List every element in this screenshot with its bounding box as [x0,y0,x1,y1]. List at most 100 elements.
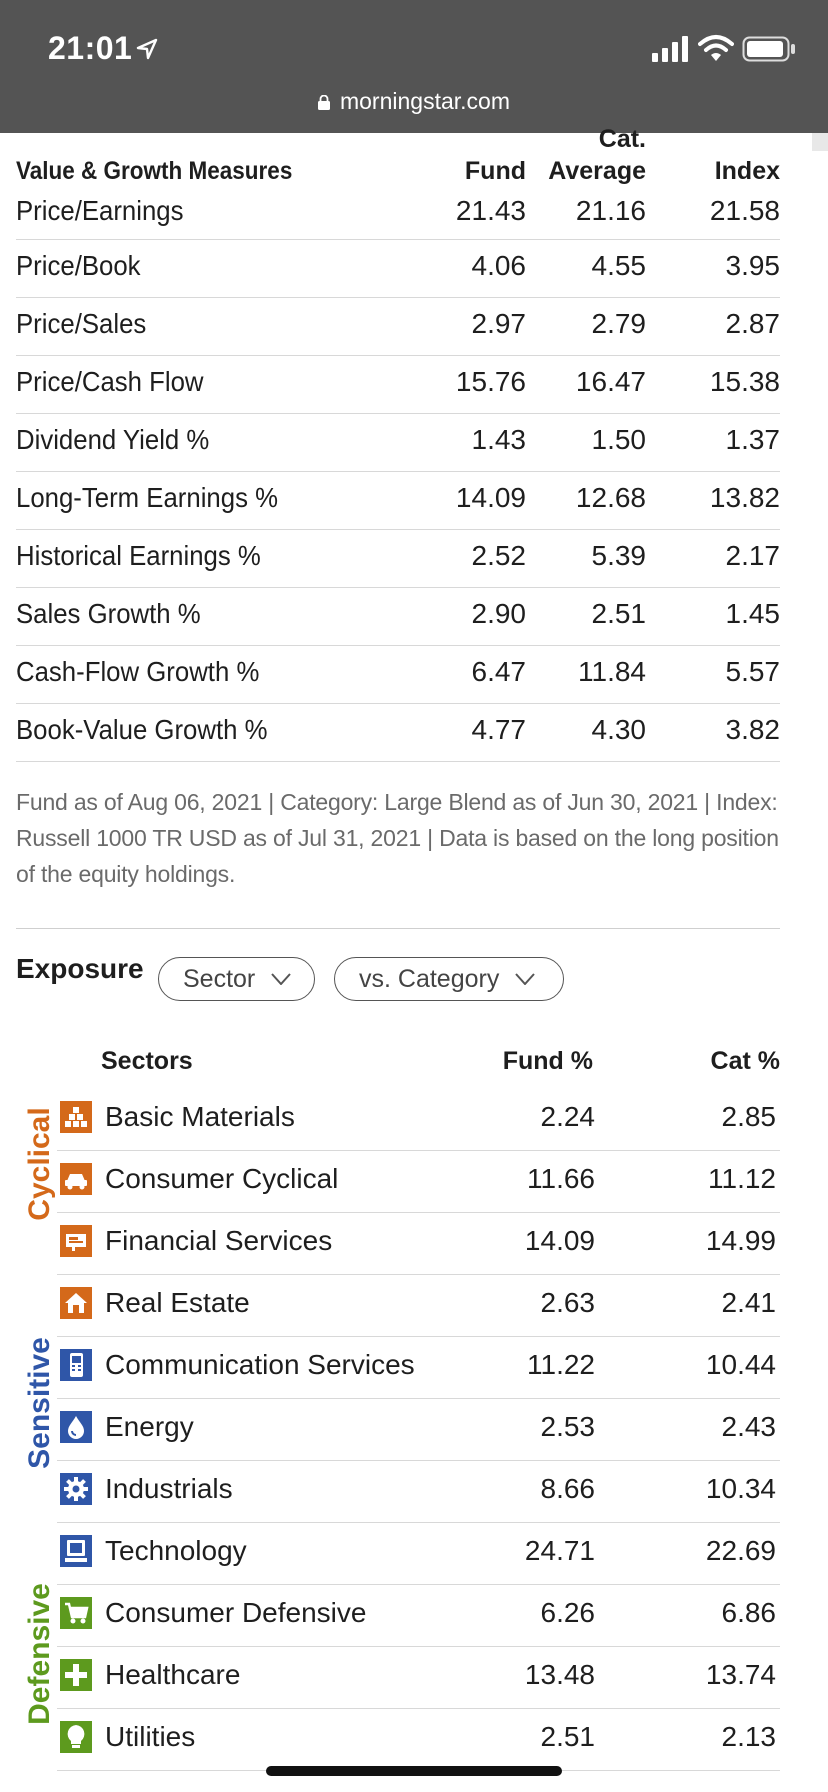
fund-pct-value: 6.26 [540,1597,596,1628]
fund-value: 6.47 [471,656,527,687]
fund-value: 2.97 [471,308,527,339]
location-arrow-icon [136,38,158,60]
table-row: Price/Book 4.06 4.55 3.95 [16,240,780,298]
fund-value: 2.52 [471,540,527,571]
url-text: morningstar.com [339,88,510,114]
fund-value: 14.09 [455,482,526,513]
battery-icon [742,36,795,62]
table-row: Historical Earnings % 2.52 5.39 2.17 [16,530,780,588]
fund-value: 1.43 [471,424,527,455]
sector-label: Basic Materials [105,1101,295,1132]
real-estate-icon [60,1287,92,1319]
sector-label: Communication Services [105,1349,415,1380]
column-index: Index [714,157,780,185]
sectors-table: Basic Materials 2.24 2.85 Consumer Cyclical… [57,1089,780,1771]
exposure-title: Exposure [16,953,144,984]
exposure-header: Exposure Sector vs. Category [16,943,780,1015]
sector-label: Financial Services [105,1225,333,1256]
cellular-signal-icon [652,36,688,62]
cat-pct-value: 10.34 [705,1473,776,1504]
sector-label: Utilities [105,1721,196,1752]
category-value: 4.55 [591,250,647,281]
fund-pct-value: 8.66 [540,1473,596,1504]
section-divider [16,928,780,929]
table-row: Industrials 8.66 10.34 [57,1461,780,1523]
consumer-cyclical-icon [60,1163,92,1195]
status-bar: 21:01 morningstar.com [0,0,828,133]
wifi-icon [698,35,734,61]
index-value: 15.38 [709,366,780,397]
category-value: 4.30 [591,714,647,745]
chevron-down-icon [515,973,536,985]
category-value: 11.84 [578,656,646,687]
sector-dropdown-label: Sector [183,964,256,993]
row-label: Book-Value Growth % [16,714,268,745]
healthcare-icon [60,1659,92,1691]
sector-label: Energy [105,1411,194,1442]
category-value: 5.39 [591,540,647,571]
fund-pct-value: 2.24 [540,1101,596,1132]
index-value: 1.45 [725,598,781,629]
category-value: 12.68 [575,482,646,513]
row-label: Cash-Flow Growth % [16,656,260,687]
cat-pct-value: 2.13 [721,1721,777,1752]
index-value: 3.82 [725,714,781,745]
communication-services-icon [60,1349,92,1381]
table-row: Consumer Defensive 6.26 6.86 [57,1585,780,1647]
cat-pct-value: 2.41 [721,1287,777,1318]
sector-label: Real Estate [105,1287,250,1318]
table-row: Energy 2.53 2.43 [57,1399,780,1461]
cat-pct-value: 2.43 [721,1411,777,1442]
table-row: Healthcare 13.48 13.74 [57,1647,780,1709]
table-row: Price/Earnings 21.43 21.16 21.58 [16,191,780,240]
sectors-header: Sectors Fund % Cat % [16,1047,780,1087]
row-label: Price/Sales [16,308,147,339]
cat-pct-value: 14.99 [705,1225,776,1256]
industrials-icon [60,1473,92,1505]
index-value: 21.58 [709,195,780,226]
fund-value: 21.43 [455,195,526,226]
url-bar[interactable]: morningstar.com [0,88,828,115]
index-value: 2.17 [725,540,781,571]
table-row: Real Estate 2.63 2.41 [57,1275,780,1337]
fund-pct-value: 2.53 [540,1411,596,1442]
energy-icon [60,1411,92,1443]
index-value: 2.87 [725,308,781,339]
cat-pct-value: 22.69 [705,1535,776,1566]
chevron-down-icon [271,973,292,985]
row-label: Dividend Yield % [16,424,210,455]
value-growth-title: Value & Growth Measures [16,157,293,185]
scrollbar[interactable] [812,133,828,151]
category-value: 2.79 [591,308,647,339]
utilities-icon [60,1721,92,1753]
sector-label: Healthcare [105,1659,241,1690]
home-indicator[interactable] [266,1766,562,1776]
fund-value: 4.06 [471,250,527,281]
index-value: 1.37 [725,424,781,455]
comparison-dropdown[interactable]: vs. Category [334,957,564,1001]
sector-dropdown[interactable]: Sector [158,957,315,1001]
fund-pct-value: 11.22 [527,1349,595,1380]
column-cat-line2: Average [548,157,646,185]
cat-pct-value: 2.85 [721,1101,777,1132]
lock-icon [317,95,330,110]
sector-label: Technology [105,1535,247,1566]
financial-services-icon [60,1225,92,1257]
cat-pct-value: 10.44 [705,1349,776,1380]
column-cat-pct: Cat % [710,1047,780,1075]
row-label: Price/Cash Flow [16,366,204,397]
fund-value: 2.90 [471,598,527,629]
sector-label: Industrials [105,1473,233,1504]
table-row: Price/Cash Flow 15.76 16.47 15.38 [16,356,780,414]
row-label: Price/Book [16,250,141,281]
table-row: Consumer Cyclical 11.66 11.12 [57,1151,780,1213]
status-time: 21:01 [48,30,133,66]
table-row: Cash-Flow Growth % 6.47 11.84 5.57 [16,646,780,704]
table-row: Technology 24.71 22.69 [57,1523,780,1585]
row-label: Price/Earnings [16,195,184,226]
value-growth-table: Price/Earnings 21.43 21.16 21.58 Price/Book 4… [16,191,780,762]
index-value: 5.57 [725,656,781,687]
row-label: Long-Term Earnings % [16,482,279,513]
basic-materials-icon [60,1101,92,1133]
fund-pct-value: 11.66 [527,1163,595,1194]
